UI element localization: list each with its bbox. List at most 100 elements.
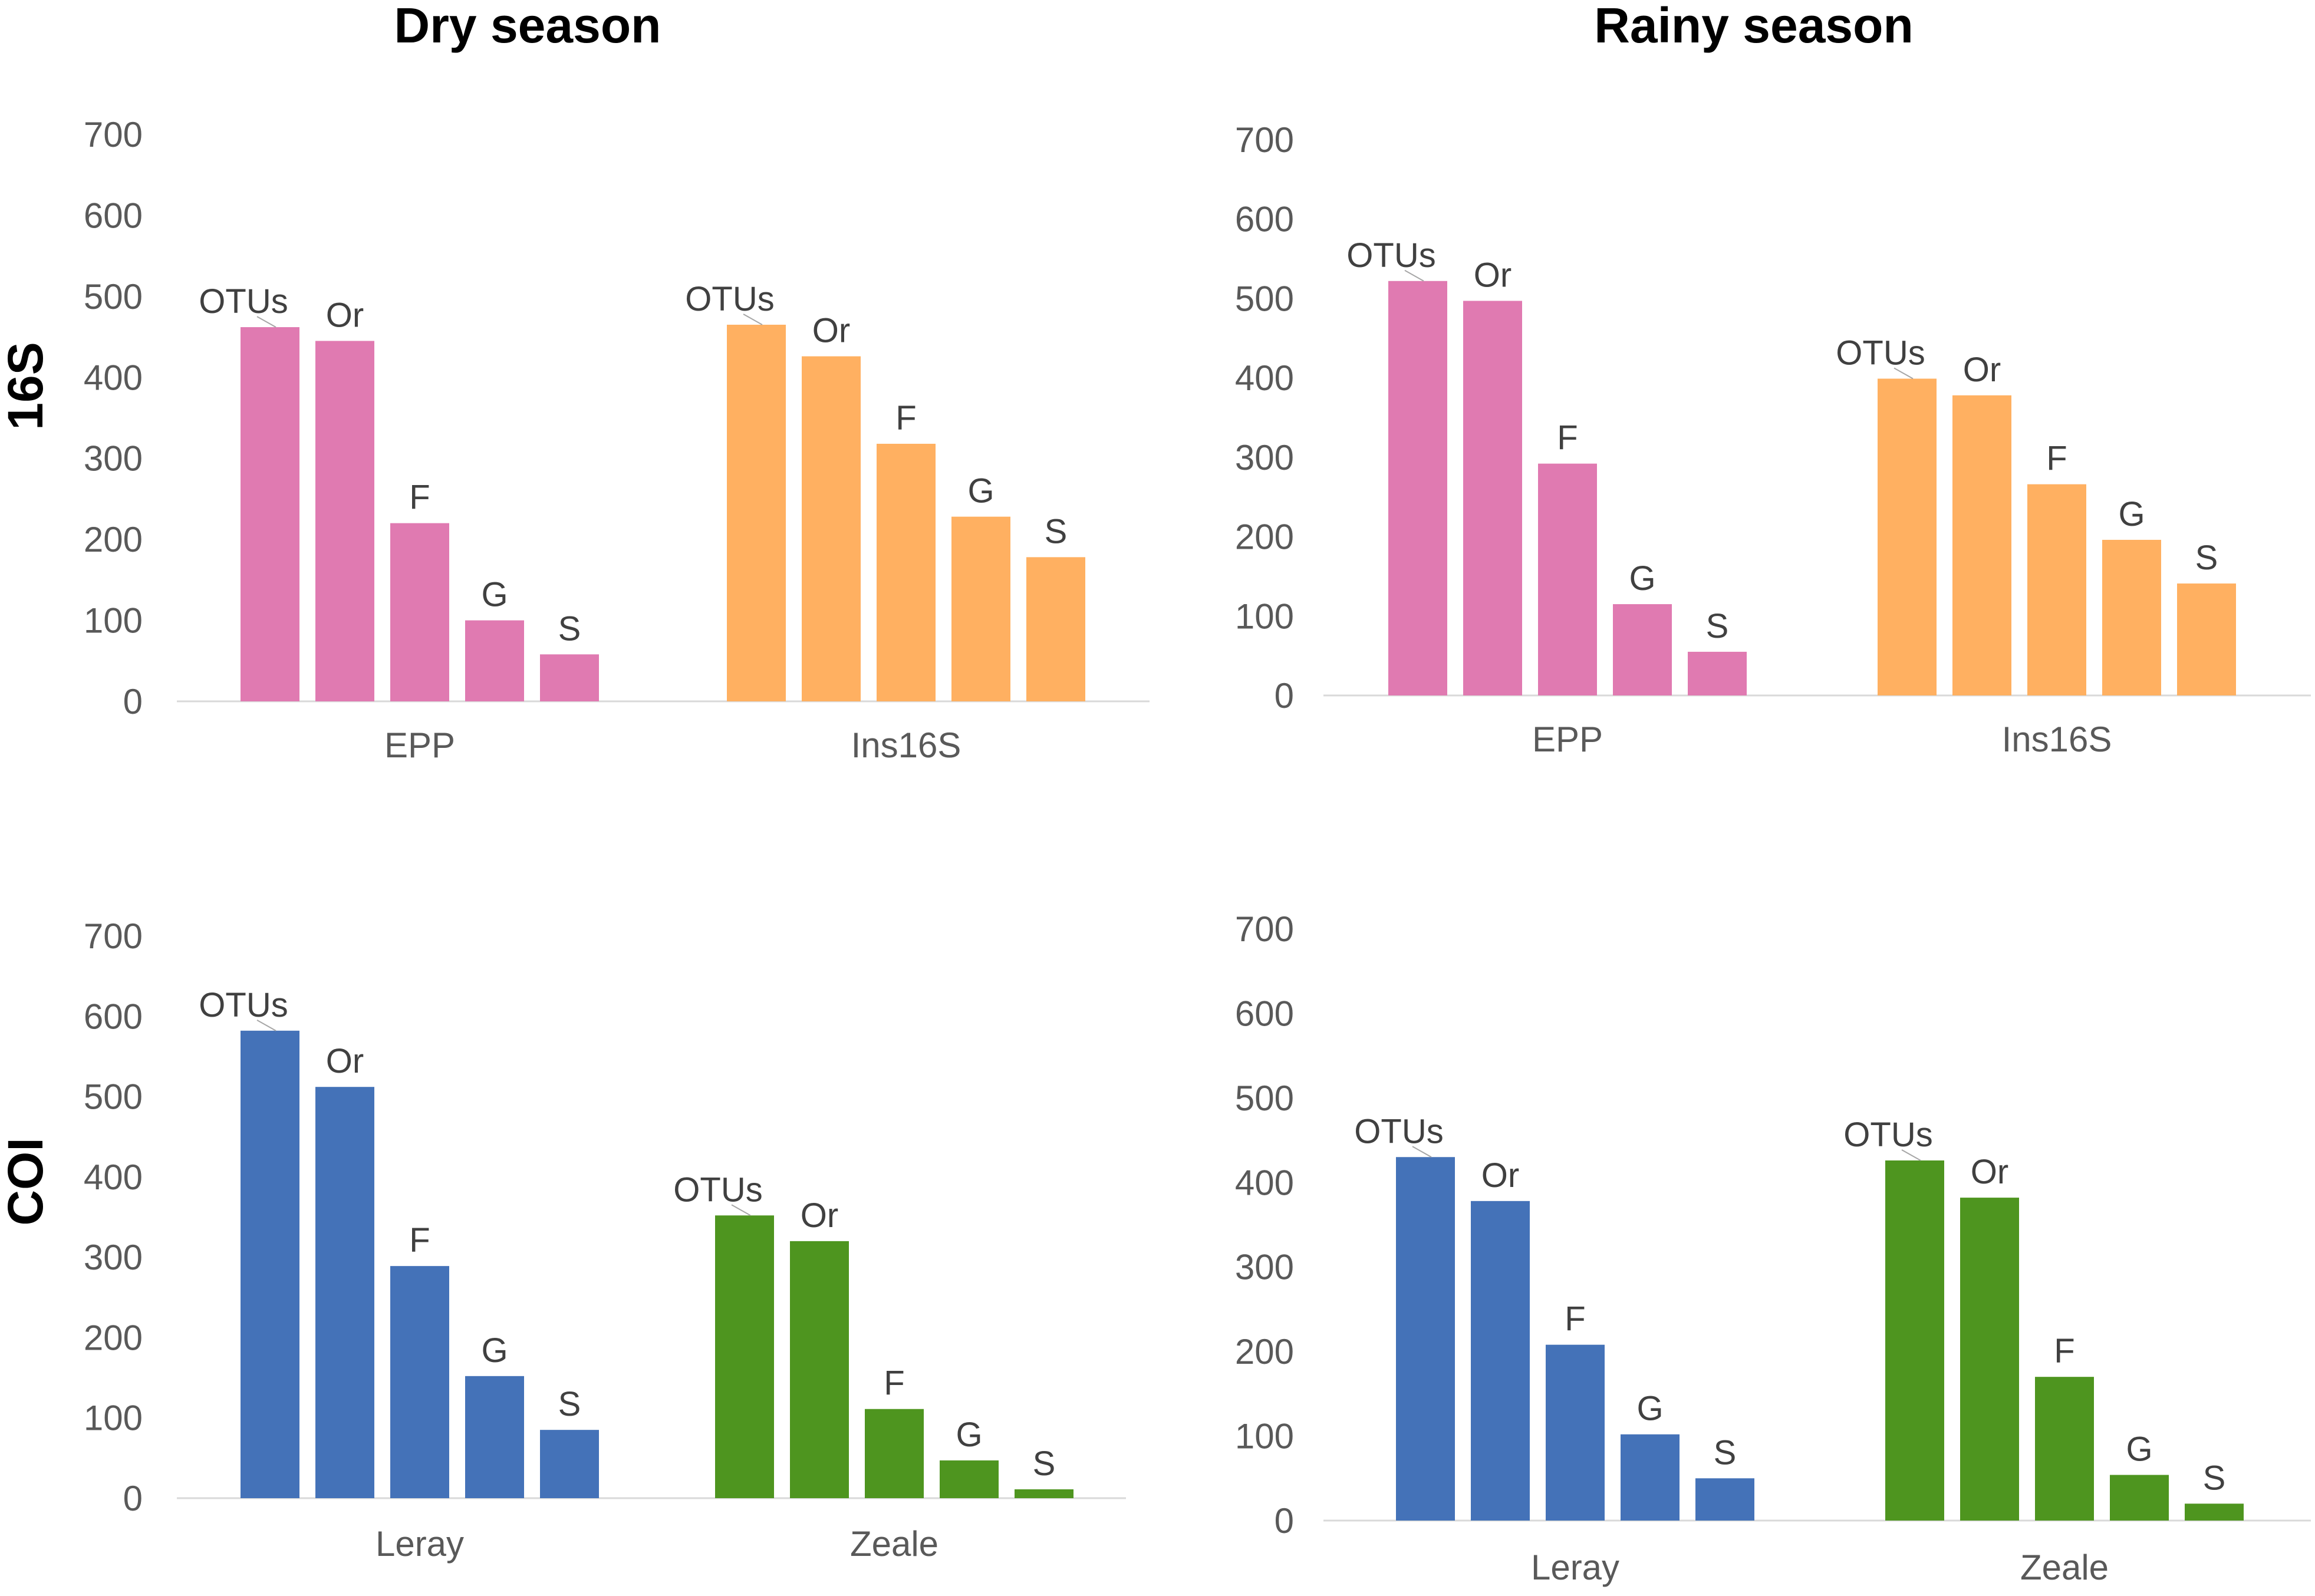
chart-panel-16s-rainy: 0 100 200 300 400 500 600 700 OTUs Or F G S EPP OTUs Or… (1235, 120, 2311, 759)
bar-ins16s-otus (1878, 378, 1937, 695)
y-tick-label: 200 (1235, 1332, 1294, 1371)
bar-label: F (1565, 1300, 1585, 1338)
label-leader-line (743, 314, 763, 325)
bar-epp-f (390, 523, 449, 701)
bar-label: S (1706, 607, 1729, 645)
bar-zeale-s (1015, 1489, 1073, 1498)
bar-label: Or (326, 296, 364, 334)
y-tick-label: 700 (84, 916, 143, 956)
group-label-leray: Leray (1531, 1548, 1619, 1587)
y-tick-label: 300 (1235, 1248, 1294, 1287)
y-tick-label: 700 (84, 115, 143, 154)
bar-label: G (1629, 559, 1655, 598)
bar-label: Or (1963, 351, 2001, 389)
bar-label: OTUs (673, 1170, 762, 1209)
bar-label: F (884, 1364, 904, 1403)
y-tick-label: 100 (84, 1399, 143, 1438)
bar-label: S (1045, 512, 1068, 550)
bar-label: G (2118, 495, 2145, 533)
y-tick-label: 100 (84, 601, 143, 641)
bar-ins16s-g (2102, 539, 2161, 695)
bar-label: F (2046, 440, 2067, 478)
bar-label: OTUs (1843, 1116, 1932, 1154)
bar-label: S (1714, 1433, 1737, 1472)
y-tick-label: 300 (84, 439, 143, 479)
bar-label: Or (1971, 1153, 2008, 1191)
y-tick-label: 0 (123, 1479, 143, 1518)
y-tick-label: 300 (84, 1238, 143, 1277)
y-tick-label: 100 (1235, 596, 1294, 636)
chart-panel-coi-rainy: 0 100 200 300 400 500 600 700 OTUs Or F G S Leray OTUs… (1235, 909, 2311, 1587)
label-leader-line (256, 316, 276, 328)
bar-label: Or (812, 312, 850, 350)
bar-epp-or (315, 341, 374, 701)
bar-label: OTUs (199, 986, 288, 1024)
group-label-epp: EPP (1532, 720, 1603, 759)
row-label-coi: COI (0, 1137, 53, 1225)
bar-label: Or (1481, 1156, 1519, 1195)
bar-zeale-otus (1885, 1160, 1944, 1521)
y-tick-label: 0 (123, 682, 143, 721)
bar-epp-s (1688, 651, 1747, 695)
row-label-16s: 16S (0, 342, 53, 430)
group-label-ins16s: Ins16S (851, 726, 961, 765)
label-leader-line (731, 1204, 751, 1216)
y-tick-label: 500 (1235, 1079, 1294, 1118)
bar-zeale-g (2110, 1475, 2169, 1521)
bar-label: S (1033, 1445, 1056, 1483)
y-tick-label: 200 (84, 1318, 143, 1357)
bar-zeale-otus (715, 1215, 774, 1498)
bar-leray-otus (241, 1030, 299, 1498)
bar-zeale-g (940, 1460, 999, 1498)
group-label-zeale: Zeale (850, 1524, 938, 1564)
y-tick-label: 400 (1235, 358, 1294, 398)
bar-leray-g (465, 1376, 524, 1498)
group-label-epp: EPP (384, 726, 455, 765)
bar-leray-or (1471, 1201, 1530, 1521)
label-leader-line (1901, 1149, 1921, 1161)
label-leader-line (1894, 367, 1914, 380)
bar-leray-f (390, 1266, 449, 1498)
y-tick-label: 500 (1235, 279, 1294, 318)
bar-zeale-f (865, 1409, 924, 1498)
bar-leray-g (1621, 1434, 1680, 1521)
bar-ins16s-g (951, 516, 1010, 701)
y-tick-label: 0 (1275, 676, 1294, 715)
bar-epp-g (1613, 604, 1672, 695)
y-tick-label: 400 (84, 358, 143, 397)
y-tick-label: 400 (1235, 1163, 1294, 1202)
column-title-dry: Dry season (394, 0, 661, 53)
bar-label: F (409, 1221, 430, 1259)
y-tick-label: 100 (1235, 1417, 1294, 1456)
bar-label: G (967, 472, 994, 510)
label-leader-line (256, 1019, 276, 1031)
bar-epp-f (1538, 463, 1597, 695)
y-tick-label: 400 (84, 1158, 143, 1197)
bar-label: F (2054, 1332, 2074, 1370)
bar-leray-s (1695, 1478, 1754, 1521)
bar-ins16s-f (2027, 484, 2086, 695)
bar-label: G (956, 1416, 982, 1454)
y-tick-label: 500 (84, 1077, 143, 1117)
y-tick-label: 0 (1275, 1501, 1294, 1541)
chart-panel-16s-dry: 0 100 200 300 400 500 600 700 OTUs Or F G S EPP OTUs Or… (84, 115, 1150, 765)
bar-leray-or (315, 1087, 374, 1498)
group-label-leray: Leray (376, 1524, 464, 1564)
y-tick-label: 200 (84, 520, 143, 559)
bar-ins16s-or (1952, 395, 2011, 695)
bar-label: OTUs (1836, 334, 1925, 372)
bar-zeale-f (2035, 1377, 2094, 1521)
label-leader-line (1412, 1146, 1432, 1158)
y-tick-label: 700 (1235, 120, 1294, 160)
bar-label: Or (801, 1196, 838, 1235)
bar-epp-g (465, 620, 524, 701)
bar-ins16s-otus (727, 324, 786, 701)
y-tick-label: 600 (1235, 200, 1294, 239)
y-tick-label: 700 (1235, 909, 1294, 949)
group-label-ins16s: Ins16S (2002, 720, 2112, 759)
bar-label: G (1636, 1390, 1663, 1428)
bar-zeale-s (2185, 1503, 2244, 1521)
bar-ins16s-s (1026, 557, 1085, 701)
bar-label: F (409, 479, 430, 517)
bar-ins16s-or (802, 356, 861, 701)
